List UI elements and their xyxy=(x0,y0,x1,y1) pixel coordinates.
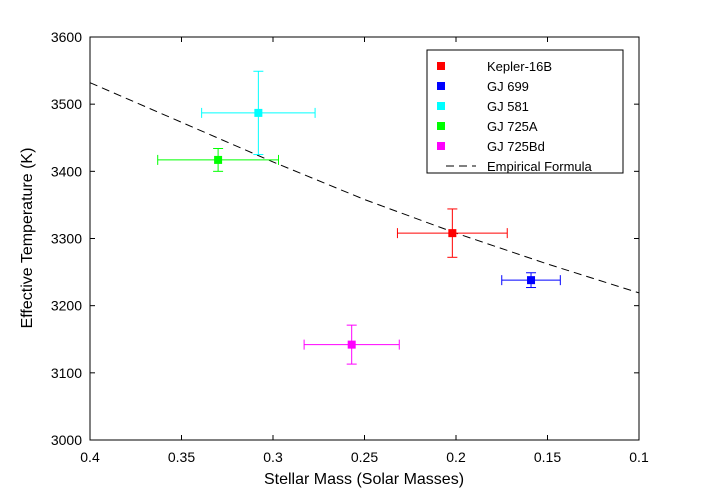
legend: Kepler-16B GJ 699 GJ 581 GJ 725A GJ 725Bd Emp… xyxy=(426,49,624,174)
y-tick-label: 3200 xyxy=(51,298,82,314)
y-tick-label: 3000 xyxy=(51,432,82,448)
x-tick-label: 0.3 xyxy=(263,449,283,465)
legend-label-gj-581: GJ 581 xyxy=(487,99,529,114)
point-marker xyxy=(214,155,223,164)
y-tick-label: 3400 xyxy=(51,163,82,179)
legend-swatch-gj-699 xyxy=(437,82,445,90)
y-tick-labels: 3000 3100 3200 3300 3400 3500 3600 xyxy=(51,29,82,448)
point-marker xyxy=(254,108,263,117)
point-marker xyxy=(448,229,457,238)
x-tick-label: 0.4 xyxy=(80,449,100,465)
plot-frame xyxy=(89,36,640,441)
point-marker xyxy=(527,276,536,285)
point-marker xyxy=(347,340,356,349)
x-tick-label: 0.15 xyxy=(534,449,561,465)
legend-label-kepler-16b: Kepler-16B xyxy=(487,59,552,74)
legend-swatch-gj-725a xyxy=(437,122,445,130)
x-tick-label: 0.1 xyxy=(629,449,649,465)
point-gj-581 xyxy=(201,70,316,156)
x-tick-label: 0.35 xyxy=(168,449,195,465)
x-tick-label: 0.2 xyxy=(446,449,466,465)
y-tick-label: 3600 xyxy=(51,29,82,45)
y-axis-title: Effective Temperature (K) xyxy=(19,148,36,329)
point-kepler-16b xyxy=(396,208,508,258)
legend-label-gj-725bd: GJ 725Bd xyxy=(487,139,545,154)
x-axis-title: Stellar Mass (Solar Masses) xyxy=(264,471,464,488)
y-tick-label: 3500 xyxy=(51,96,82,112)
x-tick-label: 0.25 xyxy=(351,449,378,465)
y-tick-label: 3300 xyxy=(51,231,82,247)
point-gj-699 xyxy=(501,272,561,289)
data-points xyxy=(157,70,561,365)
point-gj-725bd xyxy=(303,324,400,365)
legend-label-gj-699: GJ 699 xyxy=(487,79,529,94)
legend-swatch-gj-581 xyxy=(437,102,445,110)
legend-label-empirical-formula: Empirical Formula xyxy=(487,159,593,174)
legend-label-gj-725a: GJ 725A xyxy=(487,119,538,134)
y-tick-label: 3100 xyxy=(51,365,82,381)
legend-swatch-gj-725bd xyxy=(437,142,445,150)
point-gj-725a xyxy=(157,147,279,172)
legend-box xyxy=(426,49,624,174)
legend-swatch-kepler-16b xyxy=(437,62,445,70)
x-tick-labels: 0.4 0.35 0.3 0.25 0.2 0.15 0.1 xyxy=(80,449,649,465)
